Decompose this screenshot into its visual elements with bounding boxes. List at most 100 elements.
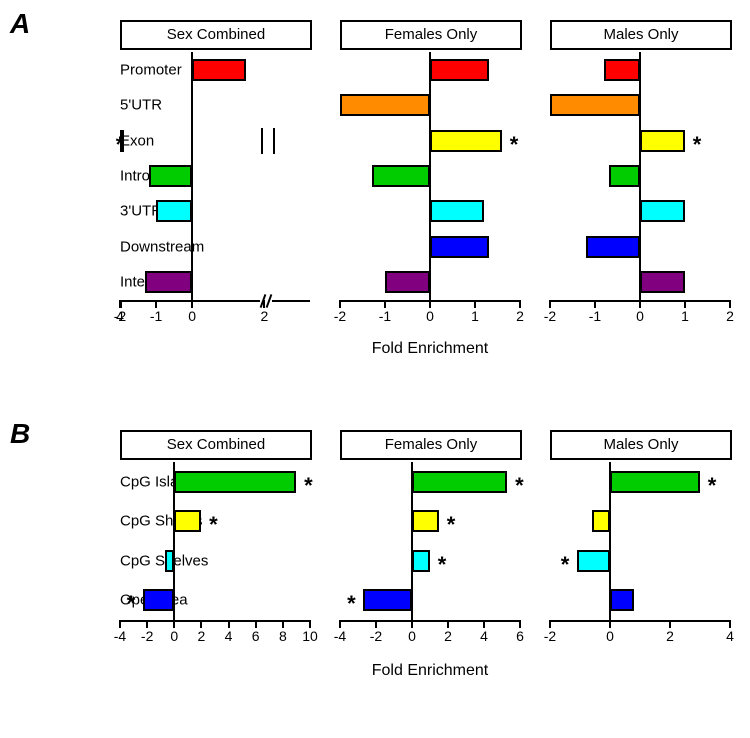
bar	[156, 200, 192, 222]
x-tick	[684, 300, 686, 308]
x-tick-label: -1	[379, 308, 391, 324]
panel-b-subplot-0: Sex Combined-4-20246810CpG Islands*CpG S…	[120, 430, 310, 650]
bar	[363, 589, 412, 611]
subplot-title: Females Only	[340, 20, 522, 50]
x-tick	[146, 620, 148, 628]
bar	[604, 59, 640, 81]
x-tick-label: 2	[198, 628, 206, 644]
bar	[430, 236, 489, 258]
category-label: Open Sea	[120, 592, 126, 609]
bar	[174, 471, 296, 493]
panel-a-subplot-0: Sex Combined-2-1024Promoter5'UTRExon*Int…	[120, 20, 310, 330]
figure: A B Sex Combined-2-1024Promoter5'UTRExon…	[0, 0, 750, 738]
x-tick	[119, 620, 121, 628]
bar	[412, 471, 507, 493]
x-tick-label: 1	[471, 308, 479, 324]
category-label: Downstream	[120, 238, 126, 255]
x-tick	[669, 620, 671, 628]
bar	[174, 510, 201, 532]
x-tick-label: 6	[252, 628, 260, 644]
category-label: Intron	[120, 168, 126, 185]
x-tick	[309, 620, 311, 628]
bar	[149, 165, 192, 187]
x-tick-label: 4	[480, 628, 488, 644]
significance-star-icon: *	[693, 132, 702, 158]
x-tick	[519, 620, 521, 628]
subplot-title: Females Only	[340, 430, 522, 460]
significance-star-icon: *	[209, 512, 218, 538]
panel-a-subplot-1: Females Only-2-1012*	[340, 20, 520, 330]
significance-star-icon: *	[561, 552, 570, 578]
significance-star-icon: *	[515, 473, 524, 499]
x-tick-label: -4	[334, 628, 346, 644]
category-label: Promoter	[120, 61, 126, 78]
x-tick-label: 2	[516, 308, 524, 324]
x-axis-line	[550, 620, 730, 622]
x-tick	[594, 300, 596, 308]
bar	[412, 510, 439, 532]
x-tick-label: -4	[114, 628, 126, 644]
x-tick-label: -2	[544, 628, 556, 644]
x-tick-label: 2	[726, 308, 734, 324]
category-label: Intergenic	[120, 274, 126, 291]
bar	[609, 165, 641, 187]
panel-b-subplot-1: Females Only-4-20246****	[340, 430, 520, 650]
bar	[577, 550, 610, 572]
bar	[430, 59, 489, 81]
x-tick	[339, 300, 341, 308]
x-tick-label: 4	[225, 628, 233, 644]
bar	[372, 165, 431, 187]
x-tick	[120, 300, 122, 308]
x-tick-label: -2	[370, 628, 382, 644]
x-tick	[191, 300, 193, 308]
x-tick-label: -2	[334, 308, 346, 324]
significance-star-icon: *	[510, 132, 519, 158]
bar	[430, 130, 502, 152]
x-tick-label: 6	[516, 628, 524, 644]
subplot-title: Males Only	[550, 430, 732, 460]
significance-star-icon: *	[127, 591, 136, 617]
x-tick	[429, 300, 431, 308]
category-label: CpG Islands	[120, 473, 126, 490]
bar	[640, 130, 685, 152]
bar	[640, 271, 685, 293]
x-tick-label: 2	[260, 308, 268, 324]
panel-b-subplot-2: Males Only-2024**	[550, 430, 730, 650]
bar	[550, 94, 640, 116]
x-tick-label: 10	[302, 628, 318, 644]
x-tick	[549, 300, 551, 308]
category-label: CpG Shores	[120, 513, 126, 530]
x-tick	[729, 300, 731, 308]
x-tick-label: 8	[279, 628, 287, 644]
x-tick-label: 4	[726, 628, 734, 644]
bar	[165, 550, 175, 572]
x-tick	[173, 620, 175, 628]
panel-a-x-title: Fold Enrichment	[372, 340, 489, 358]
bar	[412, 550, 430, 572]
x-tick	[200, 620, 202, 628]
x-tick	[384, 300, 386, 308]
x-axis-line	[340, 620, 520, 622]
bar	[610, 471, 700, 493]
bar	[640, 200, 685, 222]
panel-a-row: Sex Combined-2-1024Promoter5'UTRExon*Int…	[0, 20, 750, 360]
x-tick-label: -2	[141, 628, 153, 644]
bar	[586, 236, 640, 258]
x-tick	[447, 620, 449, 628]
category-label: 3'UTR	[120, 203, 126, 220]
subplot-title: Sex Combined	[120, 20, 312, 50]
x-tick-label: 2	[444, 628, 452, 644]
x-tick-label: 4	[116, 308, 124, 324]
bar	[592, 510, 610, 532]
category-label: CpG Shelves	[120, 552, 126, 569]
significance-star-icon: *	[116, 132, 125, 158]
x-tick	[519, 300, 521, 308]
subplot-title: Males Only	[550, 20, 732, 50]
category-label: 5'UTR	[120, 97, 126, 114]
bar-break-gap	[261, 128, 275, 154]
bar	[340, 94, 430, 116]
significance-star-icon: *	[708, 473, 717, 499]
x-tick	[474, 300, 476, 308]
significance-star-icon: *	[304, 473, 313, 499]
bar	[430, 200, 484, 222]
